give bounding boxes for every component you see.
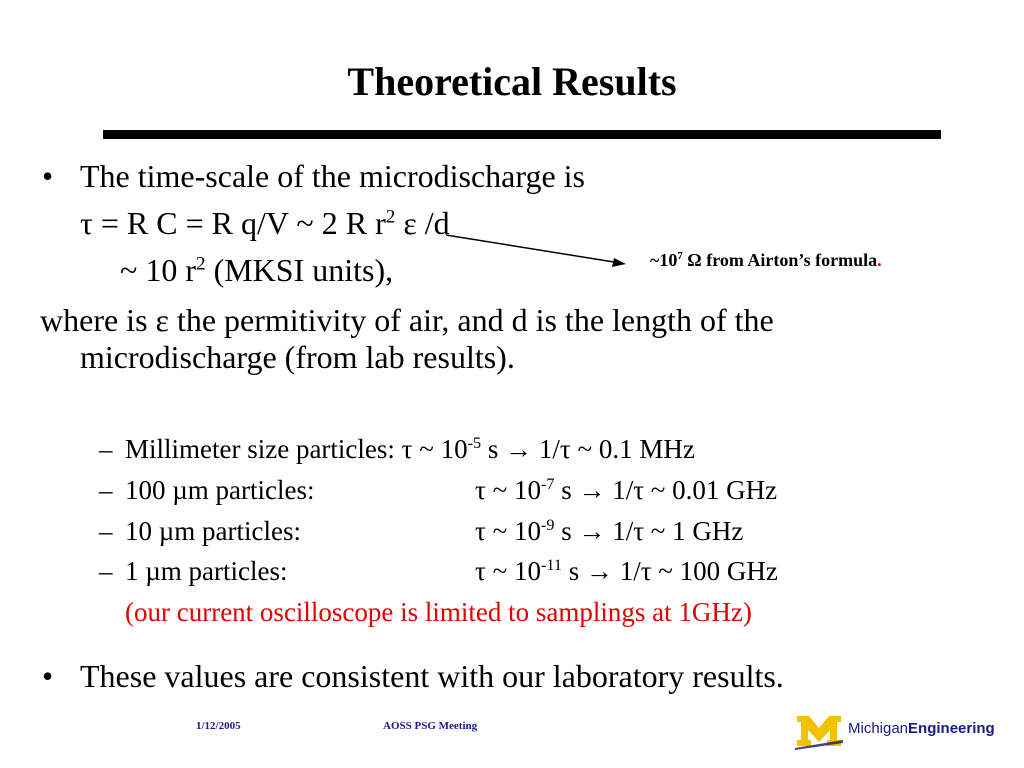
subitem-10um-value: τ ~ 10-9 s → 1/τ ~ 1 GHz xyxy=(475,516,743,547)
subitem-label: Millimeter size particles: τ ~ 10 xyxy=(125,434,468,464)
equation-tau: τ = R C = R q/V ~ 2 R r2 ε /d xyxy=(80,203,450,243)
logo-brand: Michigan xyxy=(848,720,909,737)
bullet-marker: • xyxy=(42,658,54,694)
footer-date: 1/12/2005 xyxy=(196,720,241,732)
footer-meeting: AOSS PSG Meeting xyxy=(383,720,478,732)
subitem-rest: s → 1/τ ~ 100 GHz xyxy=(561,556,778,586)
subitem-dash: – xyxy=(99,475,113,505)
subitem-1um-value: τ ~ 10-11 s → 1/τ ~ 100 GHz xyxy=(475,556,778,587)
equation-mksi-part-a: ~ 10 r xyxy=(120,252,196,288)
subitem-10um: – 10 µm particles: xyxy=(99,516,302,547)
michigan-engineering-wordmark: MichiganEngineering xyxy=(848,720,995,737)
subitem-label: 100 µm particles: xyxy=(125,475,315,505)
subitem-dash: – xyxy=(99,516,113,546)
equation-mksi-exponent: 2 xyxy=(195,253,206,275)
bullet-marker: • xyxy=(42,158,54,194)
logo-bold: Engineering xyxy=(908,720,995,737)
bullet-text-timescale: The time-scale of the microdischarge is xyxy=(80,158,585,194)
subitem-dash: – xyxy=(99,434,113,464)
equation-mksi-part-b: (MKSI units), xyxy=(205,252,394,288)
title-underline xyxy=(103,130,941,139)
michigan-block-m-logo xyxy=(795,716,843,750)
subitem-label: 1 µm particles: xyxy=(125,556,288,586)
subitem-exponent: -9 xyxy=(540,516,555,534)
subitem-dash: – xyxy=(99,556,113,586)
equation-tau-part-b: ε /d xyxy=(395,205,450,241)
subitem-rest: s → 1/τ ~ 0.1 MHz xyxy=(481,434,695,464)
where-line-1: where is ε the permitivity of air, and d… xyxy=(40,302,774,338)
annotation-dot: . xyxy=(877,250,882,270)
slide-title: Theoretical Results xyxy=(347,59,677,104)
equation-tau-exponent: 2 xyxy=(385,206,396,228)
subitem-millimeter: – Millimeter size particles: τ ~ 10-5 s … xyxy=(99,434,695,465)
subitem-exponent: -11 xyxy=(540,556,562,574)
annotation-arrow xyxy=(445,234,626,267)
subitem-label: 10 µm particles: xyxy=(125,516,302,546)
subitem-tau: τ ~ 10 xyxy=(475,556,541,586)
annotation-suffix: Ω from Airton’s formula xyxy=(682,250,878,270)
subitem-exponent: -5 xyxy=(467,434,482,452)
where-line-2: microdischarge (from lab results). xyxy=(80,339,515,375)
subitem-rest: s → 1/τ ~ 0.01 GHz xyxy=(554,475,778,505)
oscilloscope-note: (our current oscilloscope is limited to … xyxy=(125,597,752,627)
subitem-100um: – 100 µm particles: xyxy=(99,475,315,506)
subitem-1um: – 1 µm particles: xyxy=(99,556,288,587)
subitem-100um-value: τ ~ 10-7 s → 1/τ ~ 0.01 GHz xyxy=(475,475,777,506)
annotation-exponent: 7 xyxy=(677,250,683,262)
subitem-rest: s → 1/τ ~ 1 GHz xyxy=(554,516,744,546)
equation-tau-part-a: τ = R C = R q/V ~ 2 R r xyxy=(80,205,386,241)
airton-annotation: ~107 Ω from Airton’s formula. xyxy=(650,250,882,271)
bullet-text-consistent: These values are consistent with our lab… xyxy=(80,658,784,694)
subitem-tau: τ ~ 10 xyxy=(475,475,541,505)
equation-mksi: ~ 10 r2 (MKSI units), xyxy=(120,250,393,290)
subitem-tau: τ ~ 10 xyxy=(475,516,541,546)
subitem-exponent: -7 xyxy=(540,475,555,493)
annotation-prefix: ~10 xyxy=(650,250,678,270)
